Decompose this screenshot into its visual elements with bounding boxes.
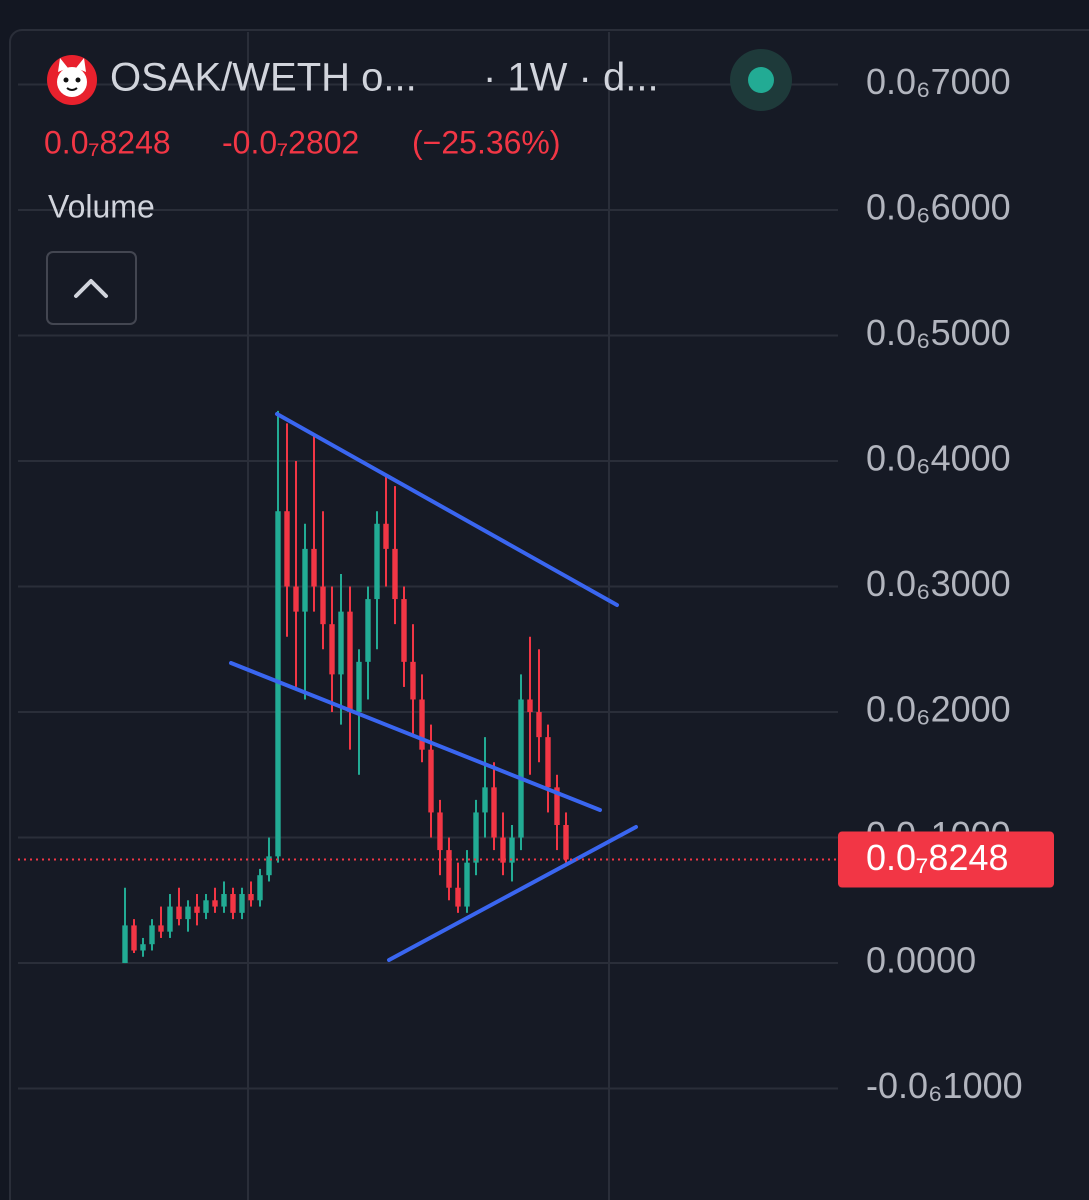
trend-lines [229, 412, 638, 962]
candle-body [437, 812, 443, 851]
candle-body [230, 894, 236, 913]
candle-body [536, 712, 542, 738]
collapse-button-box[interactable] [46, 251, 137, 325]
candle-body [428, 749, 434, 813]
candle-body [203, 900, 209, 913]
candle-body [563, 824, 569, 860]
candle-body [122, 925, 128, 964]
candle-body [194, 906, 200, 913]
y-tick-label: 0.0₆6000 [866, 187, 1011, 228]
price-change-percent: (−25.36%) [412, 124, 561, 160]
last-price-tag-label: 0.0₇8248 [866, 837, 1009, 878]
candle-body [248, 894, 254, 901]
y-tick-label: 0.0₆4000 [866, 438, 1011, 479]
candle-body [221, 894, 227, 907]
candle-body [518, 699, 524, 838]
symbol-icon [47, 55, 97, 105]
candle-body [176, 906, 182, 920]
symbol-title: OSAK/WETH o... [110, 56, 417, 100]
candle-body [545, 737, 551, 788]
candle-body [320, 586, 326, 625]
candle-body [392, 548, 398, 600]
price-change: -0.0₇2802 [222, 124, 359, 160]
y-tick-label: -0.0₆1000 [866, 1065, 1023, 1106]
candle-body [329, 624, 335, 675]
candle-body [347, 611, 353, 713]
candle-body [257, 875, 263, 901]
y-tick-label: 0.0₆3000 [866, 563, 1011, 604]
candle-body [185, 906, 191, 920]
candle-body [401, 599, 407, 662]
last-price: 0.0₇8248 [44, 124, 171, 160]
candle-body [356, 661, 362, 713]
candle-body [410, 661, 416, 700]
trend-line [275, 412, 619, 607]
candle-body [473, 812, 479, 863]
candle-body [158, 925, 164, 932]
candle-body [167, 906, 173, 932]
status-dot [748, 67, 774, 93]
candle-body [527, 699, 533, 713]
candle-body [311, 548, 317, 587]
candle-body [464, 862, 470, 907]
candle-body [131, 925, 137, 951]
candle-body [554, 787, 560, 825]
candle-body [455, 887, 461, 907]
candle-body [482, 787, 488, 813]
y-tick-label: 0.0₆2000 [866, 689, 1011, 730]
candle-body [509, 837, 515, 863]
y-tick-label: 0.0000 [866, 940, 976, 981]
y-tick-label: 0.0₆7000 [866, 61, 1011, 102]
candle-body [293, 586, 299, 612]
candle-body [302, 548, 308, 612]
collapse-button[interactable] [46, 251, 137, 325]
candle-body [500, 837, 506, 863]
interval-label: · 1W · d... [483, 56, 659, 100]
volume-label: Volume [48, 188, 155, 224]
y-tick-label: 0.0₆5000 [866, 312, 1011, 353]
candle-body [266, 856, 272, 876]
candle-body [140, 944, 146, 951]
candle-body [383, 523, 389, 549]
candle-body [338, 611, 344, 675]
trend-line [229, 661, 602, 812]
candle-body [365, 599, 371, 662]
candle-body [149, 925, 155, 945]
candle-body [446, 850, 452, 888]
tag-layer: 0.0₇8248 [18, 831, 1054, 888]
grid-layer [18, 83, 838, 1090]
chevron-icon [74, 279, 108, 298]
trend-line [387, 825, 638, 962]
candle-body [374, 523, 380, 600]
candle-body [284, 511, 290, 587]
last-price-tag [838, 831, 1054, 888]
candle-body [491, 787, 497, 838]
candle-body [239, 894, 245, 913]
chart-panel [9, 29, 1089, 1200]
candle-body [212, 900, 218, 907]
candle-body [419, 699, 425, 750]
